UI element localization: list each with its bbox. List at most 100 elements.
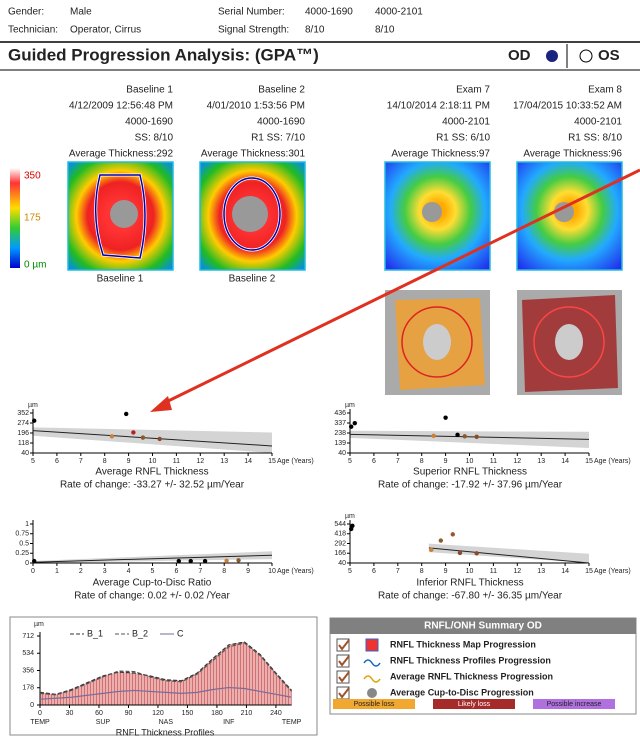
x-tick-label: 12 [513, 568, 521, 575]
y-tick-label: 292 [334, 540, 346, 547]
y-tick-label: 40 [338, 450, 346, 457]
x-tick-label: 8 [222, 568, 226, 575]
chart-subtitle: Rate of change: -33.27 +/- 32.52 µm/Year [60, 480, 245, 491]
chart-subtitle: Rate of change: -67.80 +/- 36.35 µm/Year [378, 591, 563, 602]
scale-label: 350 [24, 171, 41, 182]
value: 4000-1690 [305, 7, 353, 18]
chart-subtitle: Rate of change: -17.92 +/- 37.96 µm/Year [378, 480, 563, 491]
y-tick-label: 196 [17, 430, 29, 437]
y-tick-label: 178 [22, 685, 34, 692]
y-tick-label: 0 [25, 560, 29, 567]
x-tick-label: 7 [198, 568, 202, 575]
x-tick-label: 0 [38, 710, 42, 717]
os-unselected [580, 50, 592, 62]
x-axis-label: Age (Years) [594, 568, 631, 575]
y-tick-label: 544 [334, 521, 346, 528]
y-tick-label: 712 [22, 633, 34, 640]
y-tick-label: 166 [334, 550, 346, 557]
x-tick-label: 8 [103, 458, 107, 465]
exam-name: Exam 7 [456, 85, 490, 96]
onh-image [385, 290, 490, 395]
od-selected [546, 50, 558, 62]
exam-serial: 4000-2101 [442, 117, 490, 128]
x-tick-label: 15 [268, 458, 276, 465]
chart-subtitle: Rate of change: 0.02 +/- 0.02 /Year [74, 591, 230, 602]
point [124, 412, 128, 416]
x-tick-label: 13 [220, 458, 228, 465]
map-caption: Baseline 2 [229, 274, 276, 285]
point [451, 532, 455, 536]
point [443, 415, 447, 419]
x-tick-label: 9 [444, 458, 448, 465]
point [463, 434, 467, 438]
exam-name: Baseline 1 [126, 85, 173, 96]
point [429, 548, 433, 552]
x-tick-label: 30 [66, 710, 74, 717]
point [439, 538, 443, 542]
summary-row: Average Cup-to-Disc Progression [390, 687, 534, 697]
value: Operator, Cirrus [70, 25, 141, 36]
exam-ss: R1 SS: 8/10 [568, 133, 622, 144]
point [474, 435, 478, 439]
thickness-map [200, 162, 305, 270]
confidence-band [429, 544, 589, 563]
exam-avg: Average Thickness:301 [201, 149, 306, 160]
y-tick-label: 534 [22, 650, 34, 657]
os-label: OS [598, 47, 620, 64]
exam-ss: SS: 8/10 [135, 133, 174, 144]
point [353, 421, 357, 425]
x-tick-label: 15 [585, 458, 593, 465]
legend-label: C [177, 628, 184, 638]
page-title: Guided Progression Analysis: (GPA™) [8, 45, 319, 64]
point [458, 551, 462, 555]
y-tick-label: 337 [334, 420, 346, 427]
x-tick-label: 9 [246, 568, 250, 575]
x-tick-label: 7 [396, 568, 400, 575]
icon [367, 688, 377, 698]
point [203, 559, 207, 563]
x-axis-label: Age (Years) [277, 458, 314, 465]
point [455, 433, 459, 437]
x-tick-label: 6 [174, 568, 178, 575]
exam-date: 4/12/2009 12:56:48 PM [69, 101, 173, 112]
thickness-map [68, 162, 173, 270]
exam-name: Exam 8 [588, 85, 622, 96]
chart-title: Inferior RNFL Thickness [416, 578, 523, 589]
exam-avg: Average Thickness:292 [69, 149, 174, 160]
color-scale [10, 168, 20, 268]
value: 8/10 [375, 25, 395, 36]
summary-row: RNFL Thickness Profiles Progression [390, 655, 551, 665]
y-tick-label: 436 [334, 410, 346, 417]
y-axis-label: µm [34, 621, 44, 628]
x-tick-label: 14 [244, 458, 252, 465]
legend-label: Likely loss [458, 701, 491, 708]
label: Serial Number: [218, 7, 285, 18]
exam-name: Baseline 2 [258, 85, 305, 96]
region-label: NAS [159, 719, 174, 726]
x-tick-label: 15 [585, 568, 593, 575]
y-tick-label: 40 [338, 560, 346, 567]
x-tick-label: 12 [196, 458, 204, 465]
x-tick-label: 10 [149, 458, 157, 465]
x-tick-label: 5 [348, 568, 352, 575]
x-tick-label: 5 [31, 458, 35, 465]
exam-ss: R1 SS: 6/10 [436, 133, 490, 144]
label: Signal Strength: [218, 25, 289, 36]
x-tick-label: 9 [444, 568, 448, 575]
y-tick-label: 0 [30, 702, 34, 709]
point [236, 558, 240, 562]
x-tick-label: 9 [127, 458, 131, 465]
x-tick-label: 13 [537, 458, 545, 465]
x-tick-label: 10 [466, 458, 474, 465]
y-tick-label: 274 [17, 420, 29, 427]
od-label: OD [508, 47, 531, 64]
point [131, 430, 135, 434]
y-tick-label: 356 [22, 667, 34, 674]
label: Technician: [8, 25, 58, 36]
x-tick-label: 12 [513, 458, 521, 465]
x-tick-label: 60 [95, 710, 103, 717]
point [32, 418, 36, 422]
y-tick-label: 352 [17, 410, 29, 417]
y-tick-label: 238 [334, 430, 346, 437]
point [157, 437, 161, 441]
